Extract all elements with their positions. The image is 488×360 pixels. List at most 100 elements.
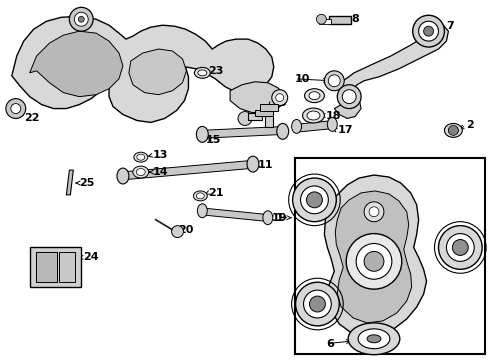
Circle shape [306, 192, 322, 208]
Text: 6: 6 [325, 339, 334, 349]
Circle shape [324, 71, 344, 91]
Ellipse shape [447, 126, 457, 134]
Ellipse shape [304, 89, 324, 103]
Circle shape [342, 90, 355, 104]
Circle shape [418, 21, 438, 41]
Circle shape [327, 75, 340, 87]
Ellipse shape [136, 168, 145, 176]
Circle shape [309, 296, 325, 312]
Text: 12: 12 [240, 113, 255, 123]
Ellipse shape [137, 154, 144, 160]
Circle shape [238, 112, 251, 125]
Ellipse shape [196, 193, 204, 199]
Circle shape [438, 226, 481, 269]
Circle shape [446, 234, 473, 261]
Circle shape [6, 99, 26, 118]
Polygon shape [30, 31, 122, 96]
Ellipse shape [326, 117, 337, 131]
Bar [60, 252, 75, 282]
Polygon shape [294, 121, 334, 132]
Ellipse shape [133, 166, 148, 178]
Bar [259, 104, 277, 111]
Ellipse shape [291, 120, 301, 133]
Text: 5: 5 [305, 304, 312, 314]
Text: 20: 20 [178, 225, 193, 235]
Ellipse shape [302, 108, 324, 123]
Text: 24: 24 [83, 252, 99, 262]
Text: 25: 25 [79, 178, 95, 188]
Circle shape [364, 251, 383, 271]
Ellipse shape [134, 152, 147, 162]
Text: 7: 7 [446, 21, 453, 31]
Circle shape [368, 207, 378, 217]
Circle shape [300, 186, 327, 214]
Polygon shape [334, 91, 360, 118]
Polygon shape [339, 21, 447, 99]
Polygon shape [12, 16, 273, 122]
Bar [319, 19, 331, 24]
Text: 22: 22 [24, 113, 39, 123]
Ellipse shape [193, 191, 207, 201]
Circle shape [11, 104, 20, 113]
Circle shape [412, 15, 444, 47]
Text: 16: 16 [271, 98, 287, 108]
Text: 17: 17 [337, 125, 352, 135]
Bar [294, 158, 484, 354]
Circle shape [355, 243, 391, 279]
Ellipse shape [117, 168, 129, 184]
Ellipse shape [366, 335, 380, 343]
Bar [36, 252, 57, 282]
Circle shape [171, 226, 183, 238]
Circle shape [451, 239, 468, 255]
Circle shape [292, 178, 336, 222]
Polygon shape [66, 170, 73, 195]
Polygon shape [324, 175, 426, 337]
Text: 19: 19 [271, 213, 287, 223]
Bar [254, 109, 272, 116]
Text: 15: 15 [205, 135, 220, 145]
Circle shape [69, 7, 93, 31]
Ellipse shape [198, 70, 206, 76]
Polygon shape [230, 82, 284, 113]
Text: 9: 9 [305, 91, 313, 101]
Ellipse shape [347, 323, 399, 355]
Text: 4: 4 [469, 237, 477, 247]
Circle shape [423, 26, 433, 36]
Circle shape [303, 290, 331, 318]
Ellipse shape [306, 111, 319, 120]
Bar [30, 247, 81, 287]
Circle shape [316, 14, 325, 24]
Circle shape [275, 94, 283, 102]
Text: 10: 10 [294, 74, 309, 84]
Circle shape [337, 85, 360, 109]
Circle shape [271, 90, 287, 105]
Ellipse shape [194, 67, 210, 78]
Circle shape [346, 234, 401, 289]
Circle shape [78, 16, 84, 22]
Bar [264, 105, 272, 127]
Ellipse shape [197, 204, 207, 218]
Bar [247, 113, 262, 121]
Polygon shape [335, 191, 411, 323]
Bar [328, 16, 350, 24]
Ellipse shape [196, 126, 208, 142]
Ellipse shape [263, 211, 272, 225]
Circle shape [295, 282, 339, 326]
Ellipse shape [357, 329, 389, 349]
Text: 23: 23 [208, 66, 223, 76]
Text: 1-: 1- [275, 213, 287, 223]
Text: 13: 13 [152, 150, 168, 160]
Ellipse shape [444, 123, 461, 137]
Text: 3: 3 [305, 202, 312, 212]
Text: 11: 11 [257, 160, 273, 170]
Polygon shape [200, 126, 284, 138]
Polygon shape [129, 49, 186, 95]
Polygon shape [200, 208, 269, 222]
Ellipse shape [276, 123, 288, 139]
Ellipse shape [246, 156, 258, 172]
Circle shape [364, 202, 383, 222]
Text: 8: 8 [350, 14, 358, 24]
Text: 2: 2 [466, 121, 473, 130]
Polygon shape [121, 160, 254, 180]
Text: 18: 18 [325, 111, 340, 121]
